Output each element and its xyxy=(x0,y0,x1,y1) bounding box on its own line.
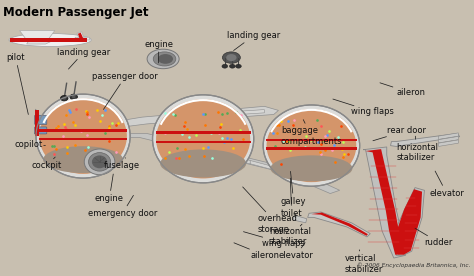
Ellipse shape xyxy=(229,64,235,68)
Polygon shape xyxy=(75,37,90,40)
Bar xyxy=(35,110,39,136)
Polygon shape xyxy=(293,216,307,223)
Ellipse shape xyxy=(263,105,360,186)
Bar xyxy=(10,39,87,42)
Text: aileron: aileron xyxy=(380,83,425,97)
Text: passenger door: passenger door xyxy=(92,72,158,110)
Ellipse shape xyxy=(72,95,75,98)
Polygon shape xyxy=(250,161,283,172)
Polygon shape xyxy=(165,115,199,122)
Text: wing flaps: wing flaps xyxy=(333,99,394,116)
Ellipse shape xyxy=(226,54,237,61)
Ellipse shape xyxy=(236,64,241,68)
Bar xyxy=(266,139,357,141)
Polygon shape xyxy=(438,140,458,147)
Text: emergency door: emergency door xyxy=(88,195,157,218)
Ellipse shape xyxy=(153,52,176,66)
Polygon shape xyxy=(391,133,460,147)
Polygon shape xyxy=(9,39,15,42)
Polygon shape xyxy=(363,147,406,258)
Text: toilet: toilet xyxy=(281,178,302,218)
Polygon shape xyxy=(27,41,53,44)
Polygon shape xyxy=(77,32,84,40)
Polygon shape xyxy=(19,30,55,40)
Text: galley: galley xyxy=(281,171,306,206)
Polygon shape xyxy=(126,106,278,127)
Ellipse shape xyxy=(89,153,110,171)
Text: vertical
stabilizer: vertical stabilizer xyxy=(345,250,383,274)
Text: copilot: copilot xyxy=(15,140,46,149)
Ellipse shape xyxy=(84,149,115,175)
Text: horizontal
stabilizer: horizontal stabilizer xyxy=(396,136,438,162)
Ellipse shape xyxy=(43,146,123,173)
Polygon shape xyxy=(438,136,458,143)
Text: © 2006 Encyclopaedia Britannica, Inc.: © 2006 Encyclopaedia Britannica, Inc. xyxy=(357,263,471,268)
Text: landing gear: landing gear xyxy=(57,48,110,69)
Text: overhead
storage: overhead storage xyxy=(243,187,297,234)
Polygon shape xyxy=(217,153,250,164)
FancyBboxPatch shape xyxy=(35,115,47,124)
Ellipse shape xyxy=(92,155,107,168)
Bar xyxy=(266,147,357,150)
Polygon shape xyxy=(35,109,41,136)
Ellipse shape xyxy=(270,155,353,181)
Ellipse shape xyxy=(70,94,77,100)
Ellipse shape xyxy=(153,95,254,183)
Ellipse shape xyxy=(158,54,173,64)
Ellipse shape xyxy=(147,49,179,69)
Ellipse shape xyxy=(266,109,356,182)
Polygon shape xyxy=(126,133,340,193)
Text: cockpit: cockpit xyxy=(31,157,62,170)
Polygon shape xyxy=(231,110,264,115)
Text: baggage
compartments: baggage compartments xyxy=(281,120,342,146)
Text: rear door: rear door xyxy=(373,126,426,141)
Bar xyxy=(39,138,128,140)
Text: fuselage: fuselage xyxy=(104,158,140,170)
Polygon shape xyxy=(308,212,370,237)
Text: engine: engine xyxy=(144,39,173,63)
Polygon shape xyxy=(78,33,83,39)
Polygon shape xyxy=(311,213,368,236)
Ellipse shape xyxy=(222,64,228,68)
Bar xyxy=(10,38,87,39)
Text: rudder: rudder xyxy=(415,228,453,247)
Polygon shape xyxy=(438,133,458,139)
Ellipse shape xyxy=(61,95,68,101)
Polygon shape xyxy=(365,149,403,255)
Bar xyxy=(39,129,128,131)
Bar xyxy=(155,140,251,143)
Text: Modern Passenger Jet: Modern Passenger Jet xyxy=(3,6,148,19)
Polygon shape xyxy=(189,147,217,156)
Text: pilot: pilot xyxy=(6,53,28,115)
Polygon shape xyxy=(398,189,422,255)
Text: horizontal
stabilizer: horizontal stabilizer xyxy=(269,224,311,246)
Text: elevator: elevator xyxy=(429,171,464,198)
Ellipse shape xyxy=(156,99,250,179)
Ellipse shape xyxy=(39,98,127,174)
Ellipse shape xyxy=(36,94,130,178)
Polygon shape xyxy=(165,142,189,150)
Text: elevator: elevator xyxy=(278,243,313,260)
Text: engine: engine xyxy=(95,174,124,203)
Text: landing gear: landing gear xyxy=(227,31,280,51)
Polygon shape xyxy=(199,112,231,118)
Ellipse shape xyxy=(9,33,91,46)
Ellipse shape xyxy=(63,97,66,100)
FancyBboxPatch shape xyxy=(35,127,47,134)
Polygon shape xyxy=(396,188,424,255)
Ellipse shape xyxy=(160,149,246,177)
Bar xyxy=(155,131,251,134)
Text: aileron: aileron xyxy=(234,243,279,260)
Text: wing flaps: wing flaps xyxy=(244,232,305,248)
Ellipse shape xyxy=(222,52,240,63)
